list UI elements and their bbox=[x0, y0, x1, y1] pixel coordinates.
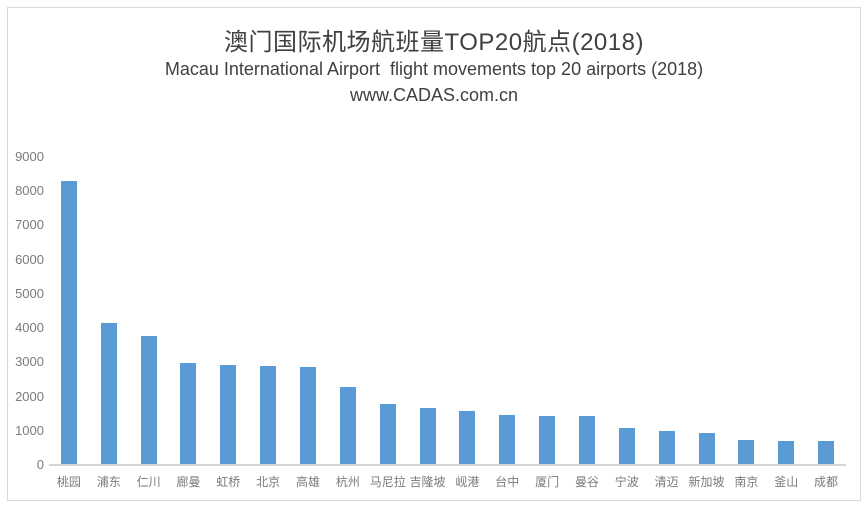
x-tick-label: 南京 bbox=[734, 475, 759, 489]
y-tick-label: 3000 bbox=[15, 354, 44, 370]
bar-马尼拉 bbox=[379, 404, 396, 464]
bar-厦门 bbox=[539, 416, 556, 464]
chart-frame: 澳门国际机场航班量TOP20航点(2018) Macau Internation… bbox=[7, 7, 861, 501]
x-tick-label: 台中 bbox=[495, 475, 520, 489]
x-tick-label: 虹桥 bbox=[216, 475, 241, 489]
bar-新加坡 bbox=[698, 432, 715, 464]
x-tick-label: 新加坡 bbox=[688, 475, 725, 489]
y-tick-label: 5000 bbox=[15, 285, 44, 301]
y-tick-label: 0 bbox=[36, 457, 44, 472]
bar-北京 bbox=[260, 366, 277, 464]
bar-廊曼 bbox=[180, 363, 197, 464]
x-tick-label: 杭州 bbox=[335, 475, 360, 489]
bar-南京 bbox=[738, 440, 755, 464]
y-tick-label: 9000 bbox=[15, 149, 44, 164]
y-tick-label: 1000 bbox=[15, 422, 44, 438]
bar-高雄 bbox=[300, 367, 317, 464]
bar-虹桥 bbox=[220, 365, 237, 464]
y-tick-label: 4000 bbox=[15, 320, 44, 336]
x-tick-label: 马尼拉 bbox=[369, 475, 406, 489]
y-tick-label: 7000 bbox=[15, 217, 44, 233]
x-tick-label: 廊曼 bbox=[176, 475, 201, 489]
x-tick-label: 厦门 bbox=[535, 475, 560, 489]
x-tick-label: 成都 bbox=[814, 475, 839, 489]
bar-釜山 bbox=[778, 440, 795, 464]
x-tick-label: 浦东 bbox=[96, 475, 121, 489]
y-tick-label: 8000 bbox=[15, 183, 44, 199]
x-tick-label: 岘港 bbox=[455, 475, 480, 489]
y-axis: 0 1000 2000 3000 4000 5000 6000 7000 8000 9000 bbox=[8, 150, 44, 471]
x-tick-label: 清迈 bbox=[654, 475, 679, 489]
x-tick-label: 北京 bbox=[256, 475, 281, 489]
bar-岘港 bbox=[459, 411, 476, 464]
x-tick-label: 吉隆坡 bbox=[409, 475, 446, 489]
bar-仁川 bbox=[140, 336, 157, 464]
bar-宁波 bbox=[618, 428, 635, 464]
bar-桃园 bbox=[60, 180, 77, 464]
y-tick-label: 2000 bbox=[15, 388, 44, 404]
bar-台中 bbox=[499, 415, 516, 464]
x-tick-label: 宁波 bbox=[614, 475, 639, 489]
chart-source-url: www.CADAS.com.cn bbox=[349, 85, 519, 105]
x-tick-label: 仁川 bbox=[136, 475, 161, 489]
bar-曼谷 bbox=[578, 416, 595, 464]
plot-area bbox=[49, 156, 846, 466]
bar-吉隆坡 bbox=[419, 407, 436, 464]
x-tick-label: 釜山 bbox=[774, 475, 799, 489]
x-axis: 桃园 浦东 仁川 廊曼 虹桥 北京 高雄 杭州 马尼拉 吉隆坡 岘港 台中 厦门 曼谷 宁波 清迈 新加坡 南京 釜… bbox=[49, 470, 846, 490]
x-tick-label: 曼谷 bbox=[574, 475, 599, 489]
bar-清迈 bbox=[658, 431, 675, 464]
bar-成都 bbox=[818, 441, 835, 464]
x-tick-label: 桃园 bbox=[56, 475, 81, 489]
x-tick-label: 高雄 bbox=[296, 475, 321, 489]
bar-浦东 bbox=[100, 322, 117, 464]
y-tick-label: 6000 bbox=[15, 251, 44, 267]
bar-杭州 bbox=[339, 387, 356, 464]
chart-subtitle: Macau International Airport flight movem… bbox=[164, 59, 704, 79]
chart-title: 澳门国际机场航班量TOP20航点(2018) bbox=[224, 29, 644, 56]
